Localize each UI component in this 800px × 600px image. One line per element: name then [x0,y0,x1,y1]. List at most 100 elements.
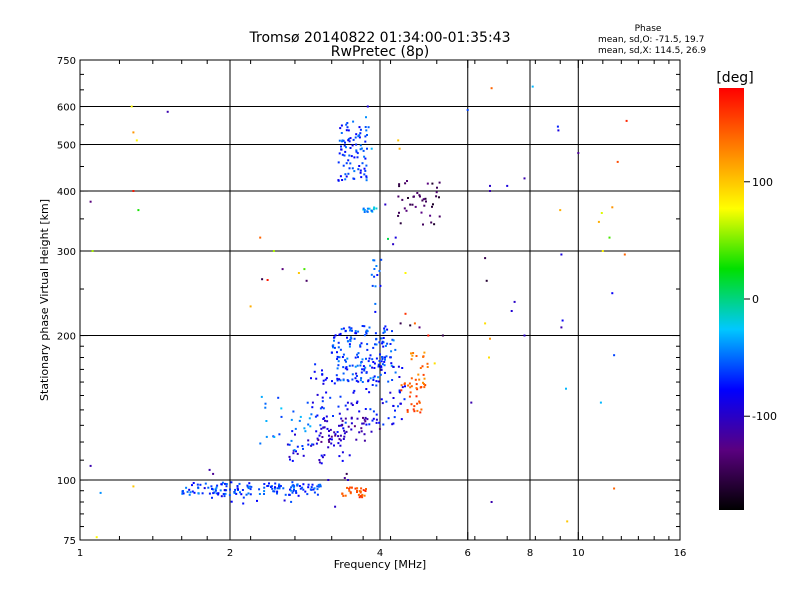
data-point [288,455,291,458]
data-point [99,491,102,494]
data-point [523,334,526,337]
data-point [341,492,344,495]
data-point [397,214,400,217]
data-point [368,326,371,329]
data-point [228,494,231,497]
data-point [293,449,296,452]
data-point [311,483,314,486]
data-point [394,371,397,374]
data-point [318,461,321,464]
data-point [392,243,395,246]
data-point [330,442,333,445]
data-point [196,483,199,486]
data-point [347,159,350,162]
data-point [317,439,320,441]
data-point [613,354,616,357]
data-point [224,492,227,495]
data-point [355,438,358,441]
data-point [280,415,283,418]
data-point [351,167,354,170]
data-point [130,105,133,108]
data-point [343,429,346,432]
data-point [360,176,363,179]
data-point [344,367,347,370]
data-point [356,156,359,159]
data-point [310,413,313,416]
data-point [410,358,413,361]
data-point [288,443,291,446]
data-point [323,454,326,457]
data-point [406,409,409,412]
data-point [293,485,296,488]
data-point [309,488,312,491]
data-point [132,485,135,488]
data-point [339,395,342,398]
data-point [214,488,217,491]
data-point [351,404,354,406]
data-point [294,427,297,430]
data-point [381,402,384,405]
data-point [333,444,335,447]
data-point [370,209,373,212]
data-point [336,431,339,433]
data-point [359,364,362,367]
data-point [350,402,353,405]
data-point [235,492,238,495]
data-point [313,370,316,373]
data-point [212,492,215,495]
data-point [341,419,344,422]
data-point [365,116,367,119]
data-point [346,486,348,489]
data-point [611,292,614,295]
data-point [382,331,385,334]
data-point [319,407,322,410]
data-point [370,430,373,433]
y-tick-label: 750 [57,56,76,67]
data-point [337,179,340,182]
data-point [321,396,324,399]
data-point [365,357,367,360]
data-point [370,147,373,150]
data-point [339,332,342,335]
data-point [381,363,384,366]
data-point [561,319,564,322]
data-point [345,366,348,369]
data-point [321,456,324,459]
data-point [259,236,262,239]
data-point [398,211,400,214]
data-point [353,389,356,392]
data-point [339,348,342,351]
data-point [239,491,241,494]
data-point [268,482,270,485]
data-point [347,129,350,132]
data-point [384,358,386,361]
data-point [343,154,346,157]
data-point [344,421,347,424]
data-point [333,339,335,342]
data-point [335,374,338,377]
data-point [363,209,366,211]
data-point [332,415,334,417]
data-point [320,462,323,465]
data-point [364,126,367,128]
data-point [432,203,434,206]
data-point [321,436,324,438]
data-point [375,207,378,210]
data-point [421,365,424,368]
data-point [369,377,372,380]
data-point [345,472,348,475]
data-point [290,439,293,442]
data-point [394,236,397,239]
data-point [317,485,320,488]
data-point [404,312,407,315]
data-point [199,483,202,486]
data-point [375,357,378,360]
data-point [484,257,487,260]
data-point [351,364,354,367]
data-point [423,204,426,207]
data-point [233,491,236,494]
data-point [351,144,354,147]
data-point [328,440,331,443]
data-point [398,147,401,150]
data-point [360,342,363,345]
